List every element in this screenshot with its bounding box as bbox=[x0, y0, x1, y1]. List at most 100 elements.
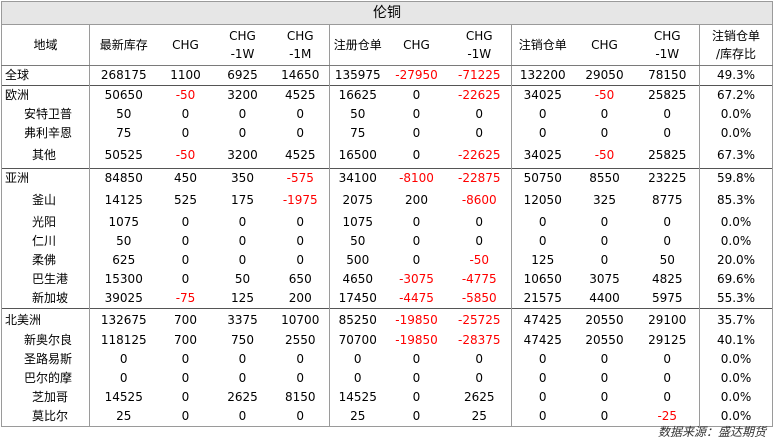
table-cell: 67.2% bbox=[699, 85, 773, 105]
table-cell: 0 bbox=[412, 126, 421, 140]
table-cell: 0 bbox=[600, 352, 609, 366]
table-cell: 450 bbox=[157, 168, 214, 188]
table-cell: 10700 bbox=[271, 308, 330, 331]
table-cell: 0 bbox=[511, 124, 574, 143]
table-cell: 50 bbox=[234, 272, 251, 286]
table-cell: 8775 bbox=[651, 193, 683, 207]
table-cell: 0 bbox=[296, 371, 305, 385]
table-cell: 0 bbox=[412, 253, 421, 267]
table-cell: 0 bbox=[157, 407, 214, 427]
table-cell: -19850 bbox=[395, 333, 438, 347]
table-title: 伦铜 bbox=[1, 1, 773, 25]
table-cell: 0.0% bbox=[699, 369, 773, 388]
table-cell: 0 bbox=[296, 215, 305, 229]
table-row: 仁川 50 0 0 0 50 0 0 0 0 0 0.0% bbox=[1, 232, 773, 251]
copper-stock-table: 伦铜 地域 最新库存 CHG CHG -1W CHG -1M 注册仓单 CHG CHG -1W 注销仓… bbox=[1, 1, 773, 427]
table-cell: 525 bbox=[174, 193, 197, 207]
table-cell: -71225 bbox=[447, 65, 512, 86]
table-cell: 3075 bbox=[589, 272, 620, 286]
table-cell: 50525 bbox=[89, 143, 158, 169]
table-row: 北美洲 132675 700 3375 10700 85250 -19850 -25725 47… bbox=[1, 308, 773, 331]
header-row: 地域 最新库存 CHG CHG -1W CHG -1M 注册仓单 CHG CHG -1W 注销仓单 CH… bbox=[1, 24, 773, 66]
table-cell: 0 bbox=[296, 253, 305, 267]
table-cell: 0 bbox=[181, 390, 190, 404]
table-cell: 50 bbox=[659, 253, 675, 267]
table-row: 全球 268175 1100 6925 14650 135975 -27950 -71225 1… bbox=[1, 65, 773, 86]
table-cell: 85.3% bbox=[699, 188, 773, 213]
source-note: 数据来源：盛达期货 bbox=[657, 425, 766, 439]
table-cell: 175 bbox=[231, 193, 254, 207]
table-cell: 25 bbox=[89, 407, 158, 427]
table-cell: 0 bbox=[296, 126, 305, 140]
header-cancel-chg-1w: CHG -1W bbox=[635, 24, 700, 66]
table-cell: -5850 bbox=[461, 291, 497, 305]
table-cell: -28375 bbox=[457, 333, 501, 347]
region-name: 北美洲 bbox=[1, 308, 90, 331]
table-cell: 0 bbox=[511, 369, 574, 388]
table-row: 欧洲 50650 -50 3200 4525 16625 0 -22625 34025 -50 25… bbox=[1, 85, 773, 105]
table-cell: 0 bbox=[181, 234, 190, 248]
table-cell: 0 bbox=[511, 232, 574, 251]
table-cell: 0 bbox=[412, 215, 421, 229]
table-cell: 0 bbox=[600, 390, 609, 404]
table-cell: -1975 bbox=[282, 193, 318, 207]
table-cell: 625 bbox=[89, 251, 158, 270]
table-cell: 2075 bbox=[329, 188, 386, 213]
table-cell: 0 bbox=[663, 126, 672, 140]
table-cell: 12050 bbox=[511, 188, 574, 213]
table-cell: -575 bbox=[271, 168, 330, 188]
header-chg-1m: CHG -1M bbox=[271, 24, 330, 66]
table-cell: 20.0% bbox=[699, 251, 773, 270]
table-cell: 0 bbox=[181, 352, 190, 366]
table-cell: 84850 bbox=[89, 168, 158, 188]
table-row: 巴尔的摩 0 0 0 0 0 0 0 0 0 0 0.0% bbox=[1, 369, 773, 388]
table-cell: 0 bbox=[238, 215, 247, 229]
table-cell: 0 bbox=[412, 371, 421, 385]
table-cell: 132675 bbox=[89, 308, 158, 331]
table-cell: -50 bbox=[594, 148, 615, 162]
table-cell: 39025 bbox=[89, 289, 158, 309]
table-cell: -50 bbox=[573, 85, 636, 105]
header-cancel-chg: CHG bbox=[573, 24, 636, 66]
table-cell: 118125 bbox=[89, 331, 158, 350]
table-cell: 50 bbox=[329, 105, 386, 124]
port-name: 新奥尔良 bbox=[1, 331, 90, 350]
table-cell: 2625 bbox=[227, 390, 258, 404]
table-row: 安特卫普 50 0 0 0 50 0 0 0 0 0 0.0% bbox=[1, 105, 773, 124]
table-cell: 20550 bbox=[573, 308, 636, 331]
table-cell: 125 bbox=[231, 291, 254, 305]
table-cell: 0 bbox=[238, 371, 247, 385]
table-cell: 0 bbox=[238, 126, 247, 140]
table-cell: 0 bbox=[475, 215, 484, 229]
table-cell: 0 bbox=[412, 107, 421, 121]
table-cell: 49.3% bbox=[699, 65, 773, 86]
header-cancel-ratio: 注销仓单/库存比 bbox=[699, 24, 773, 66]
table-cell: 750 bbox=[231, 333, 254, 347]
table-cell: 0 bbox=[181, 215, 190, 229]
table-cell: 29125 bbox=[648, 333, 687, 347]
table-cell: 14125 bbox=[89, 188, 158, 213]
table-cell: 47425 bbox=[511, 331, 574, 350]
table-cell: 0.0% bbox=[699, 213, 773, 232]
table-cell: 0 bbox=[412, 390, 421, 404]
table-row: 亚洲 84850 450 350 -575 34100 -8100 -22875 50750 85… bbox=[1, 168, 773, 188]
table-cell: 25825 bbox=[648, 148, 687, 162]
table-cell: 40.1% bbox=[699, 331, 773, 350]
table-cell: 1075 bbox=[329, 213, 386, 232]
table-cell: -25725 bbox=[447, 308, 512, 331]
table-cell: 0 bbox=[238, 253, 247, 267]
table-cell: 0.0% bbox=[699, 105, 773, 124]
table-cell: 0 bbox=[329, 369, 386, 388]
table-cell: 75 bbox=[89, 124, 158, 143]
port-name: 光阳 bbox=[1, 213, 90, 232]
table-cell: 4525 bbox=[271, 85, 330, 105]
table-cell: -22625 bbox=[457, 148, 501, 162]
table-cell: 0 bbox=[181, 371, 190, 385]
table-cell: 500 bbox=[329, 251, 386, 270]
table-row: 釜山 14125 525 175 -1975 2075 200 -8600 12050 325 87… bbox=[1, 188, 773, 213]
table-cell: 0 bbox=[238, 352, 247, 366]
table-cell: 17450 bbox=[329, 289, 386, 309]
table-cell: 6925 bbox=[213, 65, 272, 86]
table-cell: 4400 bbox=[589, 291, 620, 305]
table-cell: 700 bbox=[174, 333, 197, 347]
